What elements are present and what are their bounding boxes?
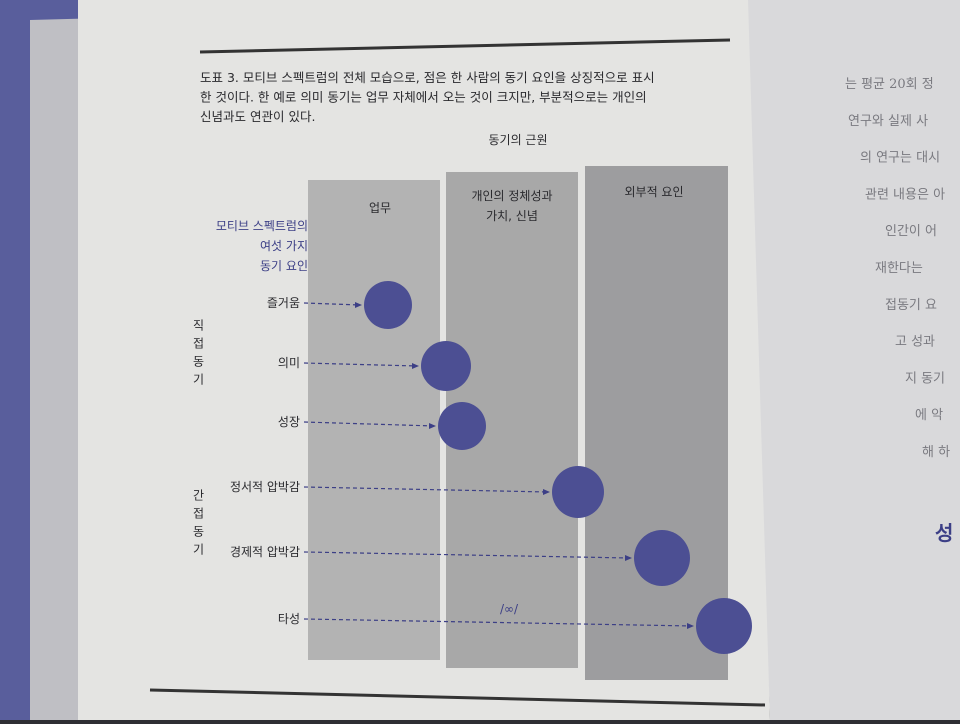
right-page-line: 관련 내용은 아 [865, 187, 945, 202]
dot [696, 598, 752, 654]
right-page-line: 에 악 [915, 408, 943, 423]
legend-heading: 동기 요인 [260, 259, 308, 273]
caption-line: 한 것이다. 한 예로 의미 동기는 업무 자체에서 오는 것이 크지만, 부분… [200, 90, 647, 105]
dot [634, 530, 690, 586]
arrow-head [625, 555, 632, 561]
caption-line: 도표 3. 모티브 스펙트럼의 전체 모습으로, 점은 한 사람의 동기 요인을… [200, 70, 655, 85]
dot [438, 402, 486, 450]
dot [552, 466, 604, 518]
right-page-line: 연구와 실제 사 [848, 114, 928, 129]
right-page-line: 고 성과 [895, 335, 935, 350]
column-bg [585, 166, 728, 680]
row-label: 의미 [278, 356, 300, 370]
diagram-title: 동기의 근원 [488, 133, 547, 147]
right-page-line: 해 하 [922, 445, 950, 460]
column-header: 개인의 정체성과 [471, 189, 552, 203]
arrow-head [687, 623, 694, 629]
right-page-line: 지 동기 [905, 371, 945, 386]
legend-heading: 모티브 스펙트럼의 [216, 219, 308, 233]
arrow-head [429, 423, 436, 429]
arrow-head [412, 363, 419, 369]
dot [421, 341, 471, 391]
group-label: 간접동기 [191, 489, 205, 561]
row-label: 성장 [278, 415, 300, 429]
arrow [303, 551, 631, 559]
arrow [303, 618, 693, 627]
row-label: 경제적 압박감 [230, 545, 300, 559]
break-symbol: /∞/ [500, 602, 519, 616]
arrow [303, 302, 361, 306]
arrow [303, 421, 435, 427]
caption-line: 신념과도 연관이 있다. [200, 109, 315, 124]
right-page [740, 0, 960, 720]
bottom-rule [149, 688, 766, 707]
top-rule [199, 38, 731, 54]
dot [364, 281, 412, 329]
arrow-head [543, 489, 550, 495]
arrow-head [355, 302, 362, 308]
caption: 도표 3. 모티브 스펙트럼의 전체 모습으로, 점은 한 사람의 동기 요인을… [200, 70, 655, 124]
column-bg [308, 180, 440, 660]
right-page-line: 는 평균 20회 정 [845, 77, 934, 92]
right-page-line: 접동기 요 [885, 298, 937, 313]
break-bg [494, 600, 524, 616]
column-header: 가치, 신념 [486, 209, 538, 223]
column-header: 업무 [369, 201, 391, 215]
row-label: 타성 [278, 612, 300, 626]
group-label: 직접동기 [191, 319, 205, 391]
row-label: 즐거움 [267, 296, 300, 310]
arrow [303, 486, 549, 493]
right-page-line: 인간이 어 [885, 224, 937, 239]
arrow [303, 362, 418, 367]
right-page-line: 의 연구는 대시 [860, 151, 940, 166]
right-page-heading: 성 [935, 521, 953, 545]
legend-heading: 여섯 가지 [260, 239, 308, 253]
right-page-line: 재한다는 [875, 261, 923, 276]
column-header: 외부적 요인 [624, 185, 683, 199]
row-label: 정서적 압박감 [230, 480, 300, 494]
